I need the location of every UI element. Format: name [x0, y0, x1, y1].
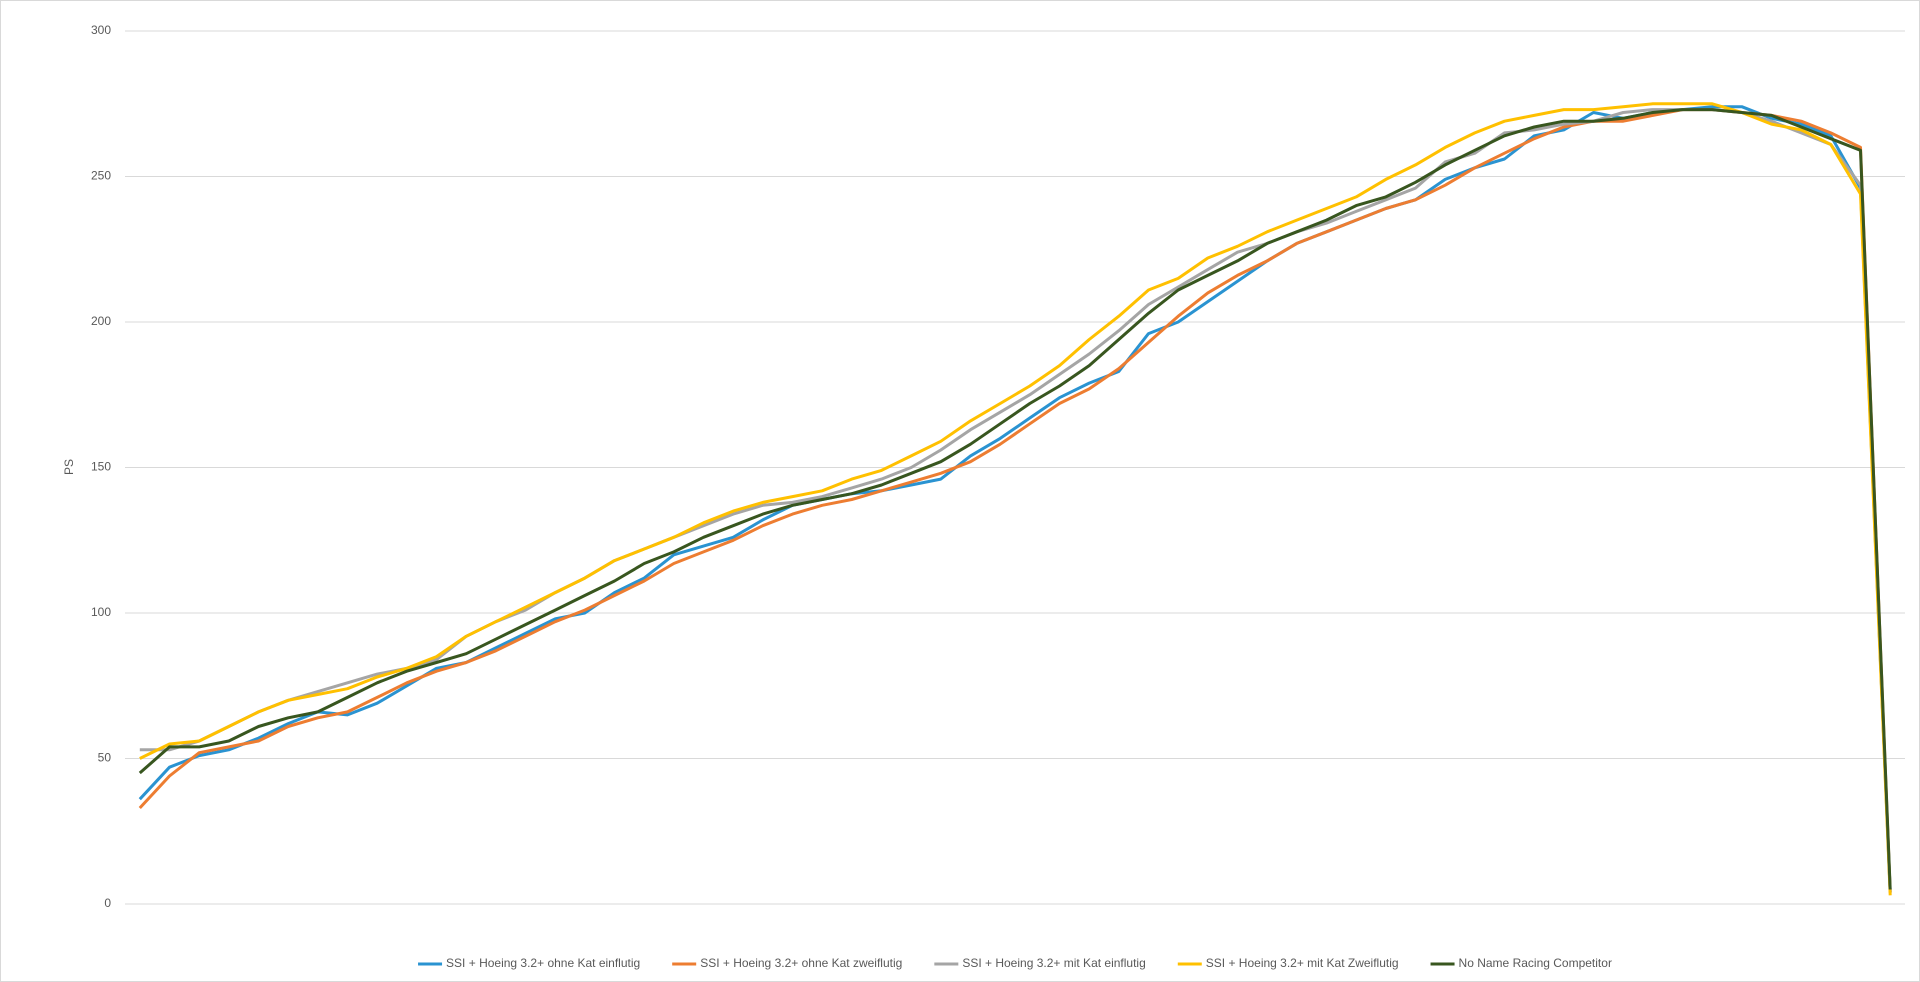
- legend-label: No Name Racing Competitor: [1459, 956, 1612, 970]
- y-tick-label: 250: [91, 169, 111, 183]
- y-tick-label: 300: [91, 23, 111, 37]
- y-tick-label: 0: [104, 896, 111, 910]
- y-axis-label: PS: [62, 459, 76, 475]
- y-tick-label: 50: [98, 751, 112, 765]
- series-line: [138, 108, 1892, 890]
- legend-label: SSI + Hoeing 3.2+ ohne Kat einflutig: [446, 956, 640, 970]
- legend-label: SSI + Hoeing 3.2+ ohne Kat zweiflutig: [700, 956, 902, 970]
- series-line: [138, 105, 1892, 893]
- y-tick-label: 150: [91, 460, 111, 474]
- y-tick-label: 200: [91, 314, 111, 328]
- legend-label: SSI + Hoeing 3.2+ mit Kat Zweiflutig: [1206, 956, 1399, 970]
- y-tick-label: 100: [91, 605, 111, 619]
- legend-label: SSI + Hoeing 3.2+ mit Kat einflutig: [962, 956, 1145, 970]
- series-line: [139, 102, 1892, 896]
